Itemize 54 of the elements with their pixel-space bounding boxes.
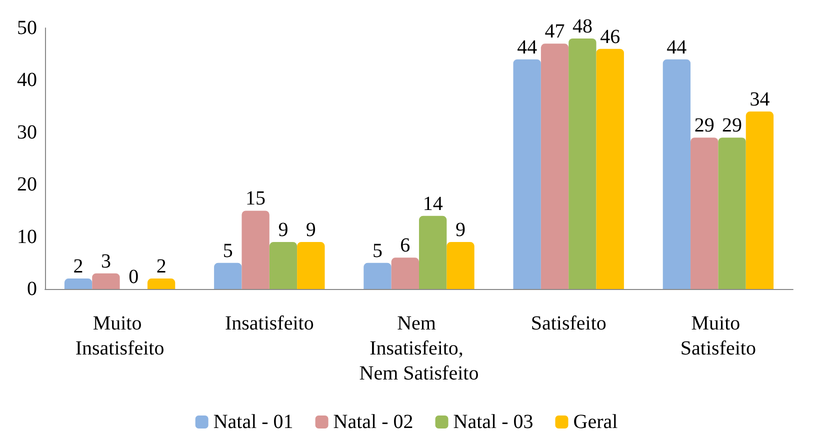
data-label: 5 bbox=[372, 240, 382, 262]
data-label: 9 bbox=[306, 219, 316, 242]
bar bbox=[92, 273, 120, 289]
legend-label: Natal - 01 bbox=[213, 411, 294, 433]
bar bbox=[690, 138, 718, 289]
x-tick-label: Insatisfeito bbox=[224, 312, 314, 334]
data-label: 44 bbox=[517, 36, 538, 58]
data-label: 0 bbox=[128, 266, 139, 288]
data-label: 9 bbox=[456, 219, 466, 242]
y-tick-label: 40 bbox=[17, 69, 37, 92]
bar bbox=[746, 112, 774, 289]
data-label: 44 bbox=[666, 36, 687, 58]
bar bbox=[242, 210, 270, 289]
data-label: 46 bbox=[600, 26, 620, 48]
y-tick-label: 0 bbox=[27, 278, 37, 300]
data-label: 47 bbox=[544, 20, 565, 43]
data-label: 34 bbox=[750, 88, 770, 111]
data-label: 29 bbox=[694, 114, 714, 137]
x-tick-label: Satisfeito bbox=[530, 312, 606, 334]
data-label: 29 bbox=[722, 114, 742, 137]
y-tick-label: 30 bbox=[17, 121, 37, 144]
bar bbox=[147, 278, 176, 289]
bar bbox=[391, 258, 419, 289]
bar bbox=[446, 242, 474, 289]
data-label: 6 bbox=[400, 234, 410, 257]
data-label: 15 bbox=[246, 188, 266, 210]
bar bbox=[540, 44, 569, 289]
x-tick-label: Nem Insatisfeito, Nem Satisfeito bbox=[359, 312, 479, 384]
data-label: 3 bbox=[100, 250, 111, 272]
legend-label: Natal - 02 bbox=[333, 411, 414, 433]
x-tick-label: Muito Satisfeito bbox=[680, 312, 756, 360]
bar bbox=[64, 278, 92, 289]
bar bbox=[596, 48, 624, 289]
data-label: 5 bbox=[222, 240, 233, 262]
bar bbox=[419, 216, 447, 289]
data-label: 14 bbox=[422, 192, 443, 215]
y-tick-label: 20 bbox=[17, 174, 37, 196]
bar bbox=[662, 59, 691, 289]
bar bbox=[214, 262, 242, 289]
bar bbox=[297, 242, 325, 289]
data-label: 2 bbox=[73, 256, 84, 278]
bar bbox=[568, 38, 596, 289]
y-tick-label: 50 bbox=[17, 17, 37, 39]
bar bbox=[718, 138, 746, 289]
legend-label: Geral bbox=[573, 411, 618, 433]
bar bbox=[269, 242, 298, 289]
data-label: 9 bbox=[278, 219, 288, 242]
data-label: 2 bbox=[156, 256, 166, 278]
x-tick-label: Muito Insatisfeito bbox=[75, 312, 164, 360]
bar bbox=[364, 262, 392, 289]
bar bbox=[513, 59, 541, 289]
data-label: 48 bbox=[572, 15, 592, 38]
y-tick-label: 10 bbox=[17, 226, 37, 248]
legend-label: Natal - 03 bbox=[453, 411, 534, 433]
